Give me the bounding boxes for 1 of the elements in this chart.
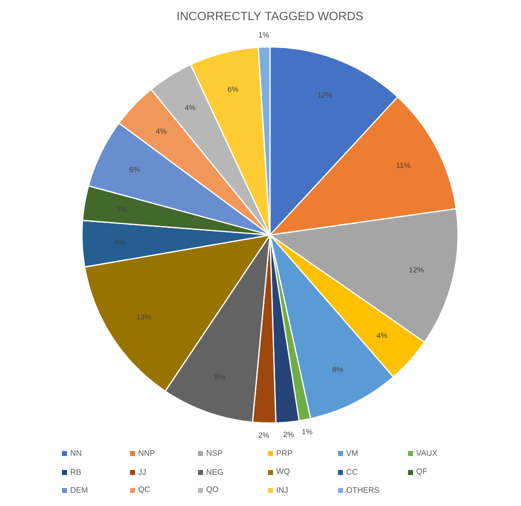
chart-title: INCORRECTLY TAGGED WORDS (178, 12, 363, 20)
